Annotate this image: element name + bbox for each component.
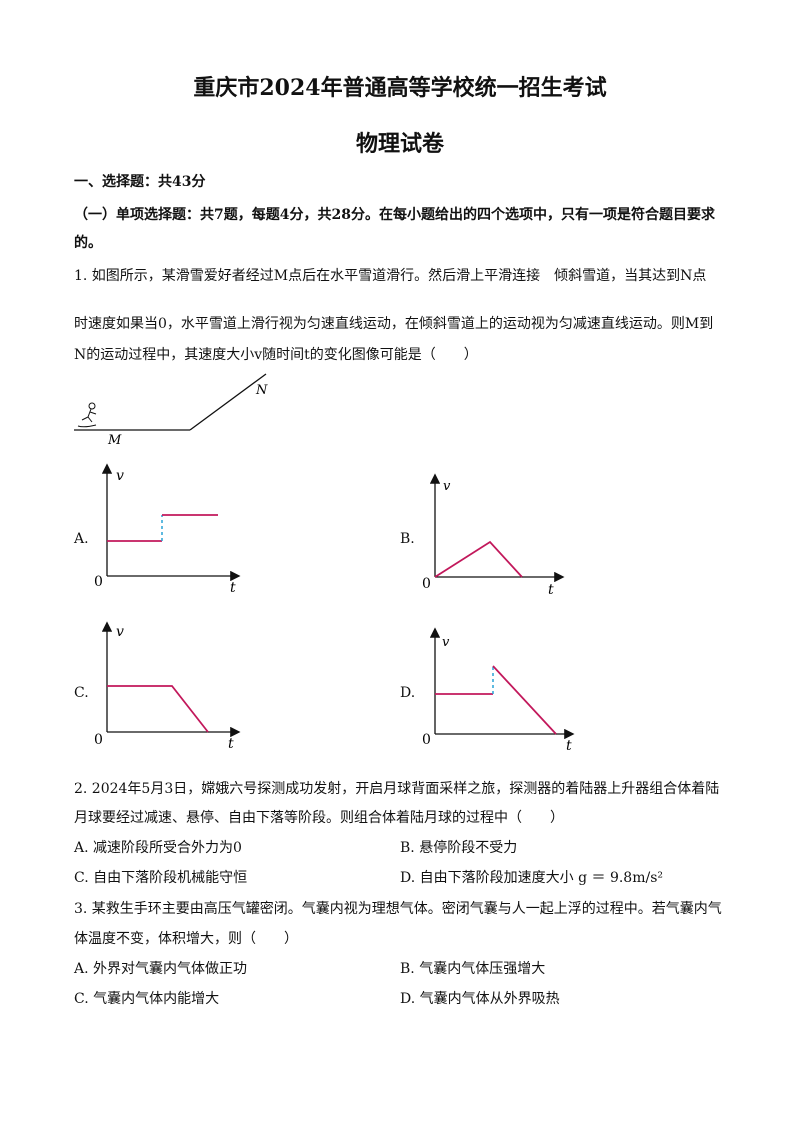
q1-slope-figure: M N [74, 373, 268, 448]
q1-option-b-label[interactable]: B. [400, 531, 415, 547]
q1-option-c-graph[interactable]: v t 0 [88, 618, 248, 753]
curve-segment [434, 540, 523, 578]
q3-option-c[interactable]: C. 气囊内气体内能增大 [74, 991, 220, 1007]
q3-option-a[interactable]: A. 外界对气囊内气体做正功 [74, 961, 248, 977]
section-instructions: （一）单项选择题：共7题，每题4分，共28分。在每小题给出的四个选项中，只有一项… [74, 207, 715, 223]
q1-option-d-label[interactable]: D. [400, 685, 416, 701]
q3-option-b[interactable]: B. 气囊内气体压强增大 [400, 961, 546, 977]
exam-title: 重庆市2024年普通高等学校统一招生考试 [193, 75, 607, 101]
q2-line2: 月球要经过减速、悬停、自由下落等阶段。则组合体着陆月球的过程中（ ） [74, 810, 564, 826]
section-instructions-cont: 的。 [74, 235, 102, 251]
q2-option-d[interactable]: D. 自由下落阶段加速度大小 g ＝ 9.8m/s² [400, 870, 663, 886]
exam-subtitle: 物理试卷 [355, 131, 444, 157]
q1-option-b-graph[interactable]: v t 0 [416, 470, 576, 600]
q2-line1: 2. 2024年5月3日，嫦娥六号探测成功发射，开启月球背面采样之旅，探测器的着… [74, 781, 720, 797]
q1-option-a-label[interactable]: A. [74, 531, 89, 547]
q2-option-a[interactable]: A. 减速阶段所受合外力为0 [74, 840, 242, 856]
q2-option-c[interactable]: C. 自由下落阶段机械能守恒 [74, 870, 248, 886]
origin-label: 0 [422, 732, 431, 748]
label-M: M [107, 433, 122, 448]
label-N: N [255, 383, 268, 398]
origin-label: 0 [94, 732, 103, 748]
q1-line3: N的运动过程中，其速度大小v随时间t的变化图像可能是（ ） [74, 347, 478, 363]
origin-label: 0 [94, 574, 103, 590]
axis-v-label: v [443, 479, 451, 494]
q3-line1: 3. 某救生手环主要由高压气罐密闭。气囊内视为理想气体。密闭气囊与人一起上浮的过… [74, 901, 722, 917]
q1-line2: 时速度如果当0，水平雪道上滑行视为匀速直线运动，在倾斜雪道上的运动视为匀减速直线… [74, 316, 714, 332]
axis-v-label: v [116, 624, 124, 640]
q1-option-d-graph[interactable]: v t 0 [416, 626, 586, 756]
q1-line1: 1. 如图所示，某滑雪爱好者经过M点后在水平雪道滑行。然后滑上平滑连接 倾斜雪道… [74, 268, 707, 284]
origin-label: 0 [422, 576, 431, 592]
q3-line2: 体温度不变，体积增大，则（ ） [74, 931, 298, 947]
q1-option-c-label[interactable]: C. [74, 685, 89, 701]
section-heading: 一、选择题：共43分 [74, 174, 206, 190]
inclined-track [189, 373, 267, 431]
axis-v-label: v [116, 468, 124, 484]
axis-t-label: t [548, 582, 554, 598]
q3-option-d[interactable]: D. 气囊内气体从外界吸热 [400, 991, 560, 1007]
q1-option-a-graph[interactable]: v t 0 [88, 458, 248, 598]
axis-t-label: t [230, 580, 236, 596]
axis-t-label: t [566, 738, 572, 754]
axis-v-label: v [442, 635, 450, 650]
curve-segment [492, 665, 557, 735]
q2-option-b[interactable]: B. 悬停阶段不受力 [400, 840, 518, 856]
skier-icon [77, 402, 97, 428]
curve-segment [107, 685, 209, 733]
axis-t-label: t [228, 736, 234, 752]
